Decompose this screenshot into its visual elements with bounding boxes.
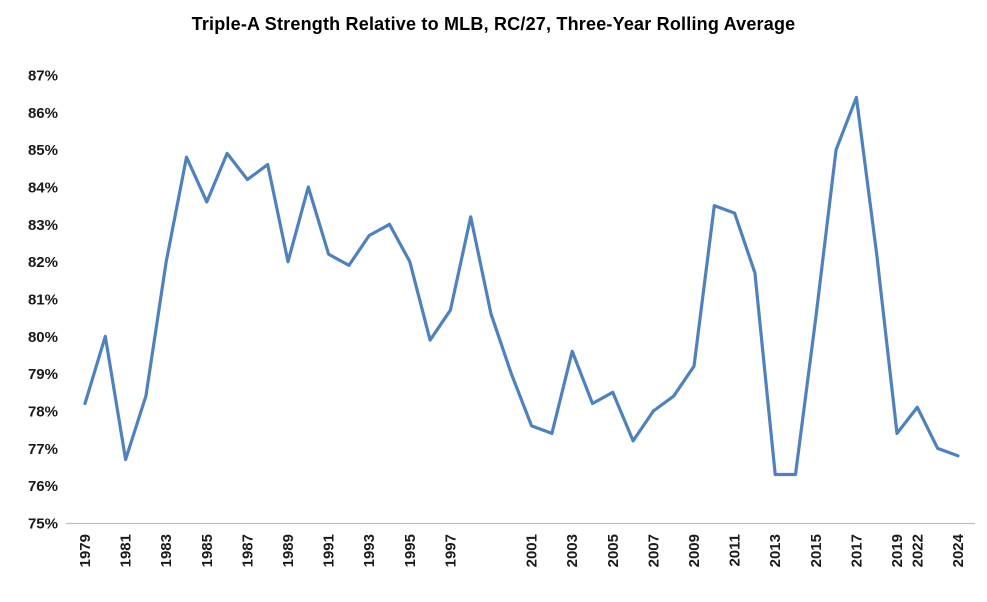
x-tick-label: 1991	[321, 534, 338, 567]
x-tick-label: 2009	[686, 534, 703, 567]
y-tick-label: 82%	[28, 254, 58, 271]
y-axis-labels: 87% 86% 85% 84% 83% 82% 81% 80% 79% 78% 77% 76% 75%	[28, 68, 58, 533]
x-tick-label: 1997	[442, 534, 459, 567]
y-tick-label: 78%	[28, 404, 58, 421]
x-axis-labels: 1979 1981 1983 1985 1987 1989 1991 1993 1995 1997…	[77, 533, 967, 567]
y-tick-label: 85%	[28, 142, 58, 159]
y-tick-label: 76%	[28, 478, 58, 495]
x-tick-label: 2019	[889, 534, 906, 567]
x-tick-label: 2001	[524, 534, 541, 567]
chart-title: Triple-A Strength Relative to MLB, RC/27…	[191, 14, 796, 34]
x-tick-label: 1979	[77, 534, 94, 567]
y-tick-label: 80%	[28, 329, 58, 346]
x-tick-label: 2015	[808, 534, 825, 567]
y-tick-label: 84%	[28, 180, 58, 197]
y-tick-label: 81%	[28, 292, 58, 309]
x-tick-label: 2017	[848, 534, 865, 567]
x-tick-label: 1983	[158, 534, 175, 567]
y-tick-label: 87%	[28, 68, 58, 85]
x-tick-label: 1981	[118, 534, 135, 567]
y-tick-label: 77%	[28, 441, 58, 458]
x-tick-label: 2003	[564, 534, 581, 567]
x-tick-label: 1989	[280, 534, 297, 567]
x-tick-label: 2024	[950, 533, 967, 567]
x-tick-label: 2007	[645, 534, 662, 567]
x-tick-label: 1995	[402, 534, 419, 567]
x-tick-label: 1987	[239, 534, 256, 567]
x-tick-label: 2022	[909, 534, 926, 567]
x-tick-label: 2013	[767, 534, 784, 567]
x-tick-label: 1993	[361, 534, 378, 567]
x-tick-label: 2011	[727, 534, 744, 567]
y-tick-label: 79%	[28, 366, 58, 383]
y-tick-label: 86%	[28, 105, 58, 122]
x-tick-label: 2005	[605, 534, 622, 567]
y-tick-label: 75%	[28, 516, 58, 533]
data-line	[83, 95, 960, 477]
x-tick-label: 1985	[199, 534, 216, 567]
y-tick-label: 83%	[28, 217, 58, 234]
